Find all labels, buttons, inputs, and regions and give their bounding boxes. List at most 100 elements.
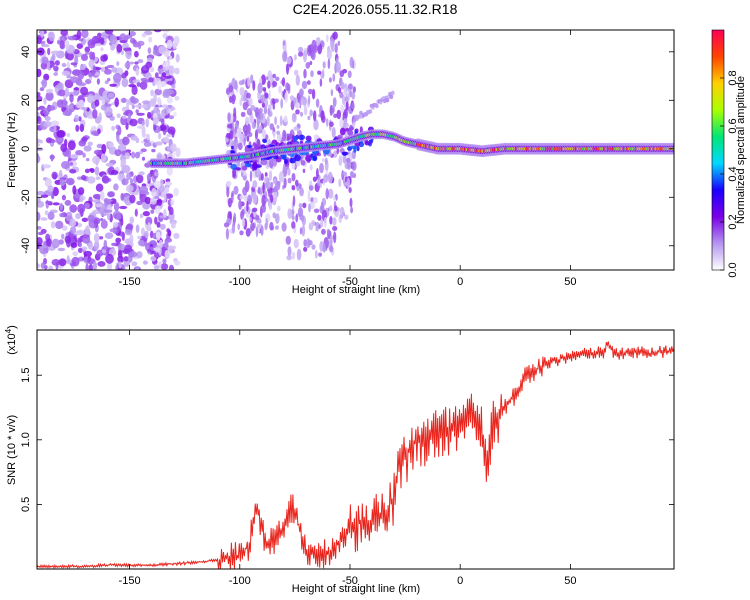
heatmap-cell [295,214,299,223]
snr-x-label: Height of straight line (km) [292,583,420,595]
heatmap-cell [135,224,140,233]
heatmap-cell [82,152,86,158]
heatmap-cell [87,39,96,49]
heatmap-cell [337,134,343,139]
heatmap-cell [232,112,237,123]
heatmap-cell [59,169,63,177]
heatmap-cell [94,99,100,107]
heatmap-cell [173,232,180,239]
heatmap-cell [305,135,312,142]
heatmap-cell [134,151,141,159]
heatmap-cell [247,123,251,135]
heatmap-cell [142,211,150,217]
heatmap-cell [75,150,84,156]
heatmap-cell [274,116,277,126]
heatmap-cell [57,247,66,252]
heatmap-cell [160,112,166,118]
heatmap-cell [281,77,286,87]
heatmap-cell [59,212,65,218]
heatmap-cell [298,51,304,57]
heatmap-cell [274,98,279,103]
heatmap-cell [139,213,144,219]
heatmap-cell [238,133,244,145]
heatmap-cell [124,152,131,160]
heatmap-cell [335,193,338,200]
heatmap-cell [350,206,353,214]
heatmap-cell [230,163,237,170]
heatmap-cell [165,193,174,200]
heatmap-cell [116,61,120,66]
heatmap-cell [331,127,336,138]
heatmap-cell [126,99,130,109]
heatmap-cell [318,252,322,257]
heatmap-cell [233,212,237,222]
heatmap-cell [328,205,333,212]
heatmap-cell [232,167,237,178]
heatmap-cell [272,212,276,219]
heatmap-cell [264,92,269,99]
heatmap-cell [153,180,161,189]
heatmap-cell [223,222,230,228]
heatmap-cell [347,70,352,79]
heatmap-cell [141,133,147,138]
heatmap-cell [157,80,162,91]
heatmap-cell [349,124,354,132]
heatmap-cell [346,177,351,189]
heatmap-cell [123,256,129,263]
heatmap-cell [158,239,163,248]
heatmap-cell [260,225,264,236]
heatmap-cell [81,107,88,111]
heatmap-cell [129,118,138,127]
heatmap-cell [140,148,147,153]
heatmap-cell [128,84,136,88]
heatmap-cell [60,30,68,37]
snr-x-ticks: -150 -100 -50 0 50 [119,330,577,587]
heatmap-cell [281,222,287,232]
heatmap-cell [81,217,89,222]
heatmap-cell [312,176,317,182]
heatmap-cell [137,239,145,246]
heatmap-cell [131,151,136,159]
heatmap-cell [237,223,240,231]
heatmap-cell [226,180,232,187]
heatmap-cell [306,80,311,85]
heatmap-cell [318,224,321,230]
heatmap-cell [347,130,354,136]
heatmap-cell [313,208,320,214]
heatmap-cell [114,97,119,108]
heatmap-cell [61,233,65,240]
x-tick-label: 50 [564,276,576,288]
heatmap-cell [152,117,158,125]
heatmap-cell [303,246,308,252]
y-tick-label: 1.5 [20,368,32,383]
heatmap-cell [151,187,157,198]
heatmap-cell [252,161,258,170]
heatmap-cell [289,132,293,138]
heatmap-cell [111,125,115,131]
heatmap-cell [258,176,262,181]
heatmap-cell [294,154,301,162]
heatmap-cell [121,78,129,88]
heatmap-cell [291,185,296,191]
heatmap-cell [92,65,96,75]
heatmap-cell [284,92,289,103]
heatmap-cell [312,155,318,162]
heatmap-cell [231,221,236,234]
y-tick-label: 0 [20,146,32,152]
heatmap-cell [282,40,286,46]
heatmap-cell [44,210,49,216]
heatmap-cell [329,216,333,225]
heatmap-cell [109,83,117,87]
heatmap-cell [150,89,155,97]
heatmap-cell [272,104,276,110]
spectrogram-y-label: Frequency (Hz) [6,112,18,188]
heatmap-cell [247,144,253,149]
heatmap-cell [352,86,356,93]
heatmap-cell [98,37,105,43]
heatmap-cell [145,61,153,69]
snr-y-ticks: 0.5 1.0 1.5 [20,368,674,512]
heatmap-cell [168,264,175,270]
heatmap-cell [276,130,281,135]
heatmap-cell [339,70,345,78]
heatmap-cell [282,50,288,63]
